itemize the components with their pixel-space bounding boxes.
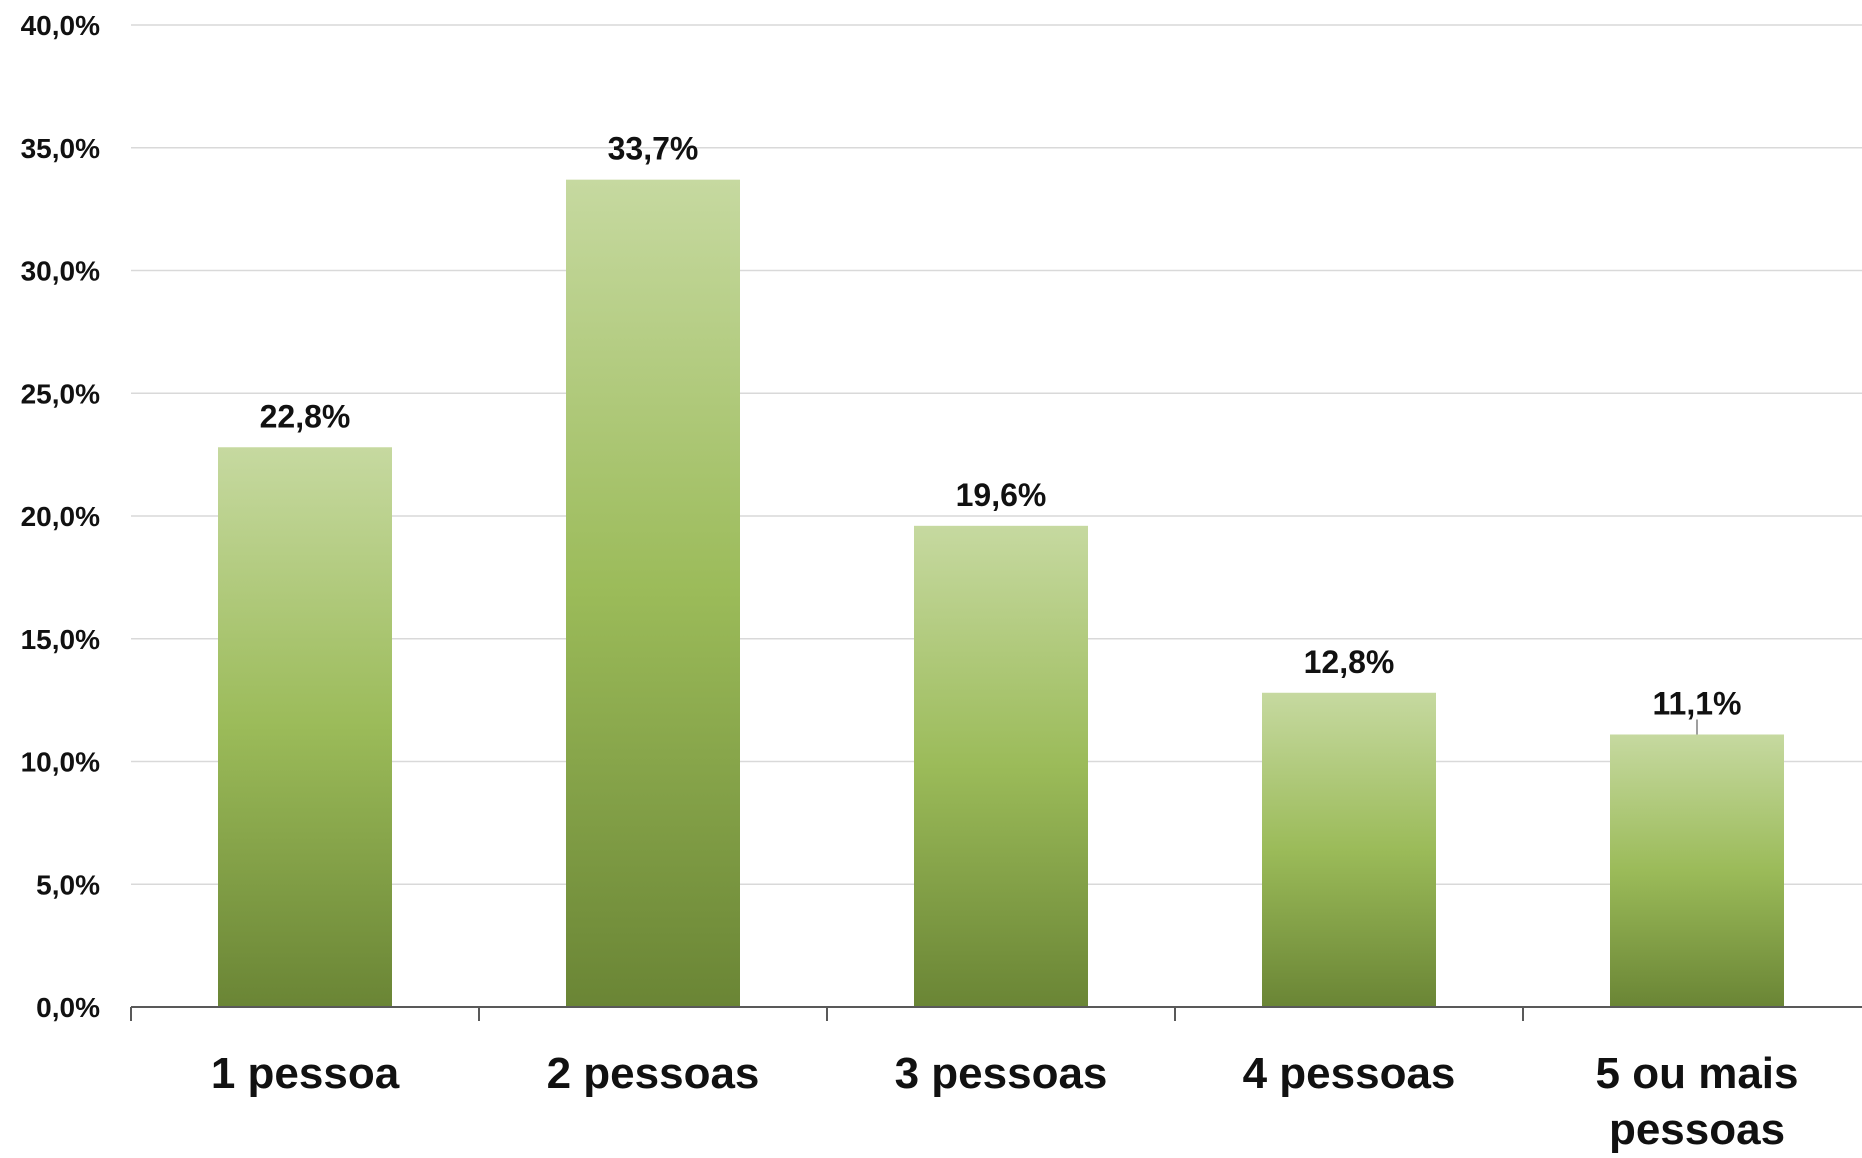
y-tick-label: 40,0% <box>21 10 100 41</box>
y-tick-label: 25,0% <box>21 378 100 409</box>
data-label: 12,8% <box>1304 644 1395 680</box>
x-axis-category-labels: 1 pessoa 2 pessoas 3 pessoas 4 pessoas 5 ou … <box>211 1049 1799 1154</box>
x-category-label: 4 pessoas <box>1243 1049 1456 1098</box>
data-label: 22,8% <box>260 398 351 434</box>
data-labels: 22,8% 33,7% 19,6% 12,8% 11,1% <box>260 131 1742 735</box>
data-label: 19,6% <box>956 477 1047 513</box>
x-category-label-line: 1 pessoa <box>211 1049 400 1098</box>
x-category-label-line: 4 pessoas <box>1243 1049 1456 1098</box>
bar <box>566 179 740 1008</box>
x-category-label: 3 pessoas <box>895 1049 1108 1098</box>
y-tick-label: 15,0% <box>21 624 100 655</box>
bar <box>1262 692 1436 1007</box>
y-tick-label: 35,0% <box>21 133 100 164</box>
x-category-label: 5 ou mais pessoas <box>1596 1049 1799 1154</box>
x-category-label: 2 pessoas <box>547 1049 760 1098</box>
x-category-label-line: 2 pessoas <box>547 1049 760 1098</box>
x-category-label-line: 3 pessoas <box>895 1049 1108 1098</box>
x-category-label: 1 pessoa <box>211 1049 400 1098</box>
x-category-label-line: pessoas <box>1609 1105 1785 1154</box>
y-tick-label: 30,0% <box>21 256 100 287</box>
y-tick-label: 20,0% <box>21 501 100 532</box>
data-label: 33,7% <box>608 131 699 167</box>
x-category-label-line: 5 ou mais <box>1596 1049 1799 1098</box>
y-tick-label: 10,0% <box>21 747 100 778</box>
y-axis-tick-labels: 0,0% 5,0% 10,0% 15,0% 20,0% 25,0% 30,0% 35,0% 40… <box>21 10 101 1023</box>
data-label: 11,1% <box>1653 685 1742 721</box>
bar <box>218 447 392 1007</box>
y-tick-label: 0,0% <box>36 992 100 1023</box>
bar <box>1610 734 1784 1007</box>
x-axis <box>130 1006 1862 1021</box>
bars <box>218 179 1784 1008</box>
bar <box>914 525 1088 1007</box>
y-tick-label: 5,0% <box>36 869 100 900</box>
